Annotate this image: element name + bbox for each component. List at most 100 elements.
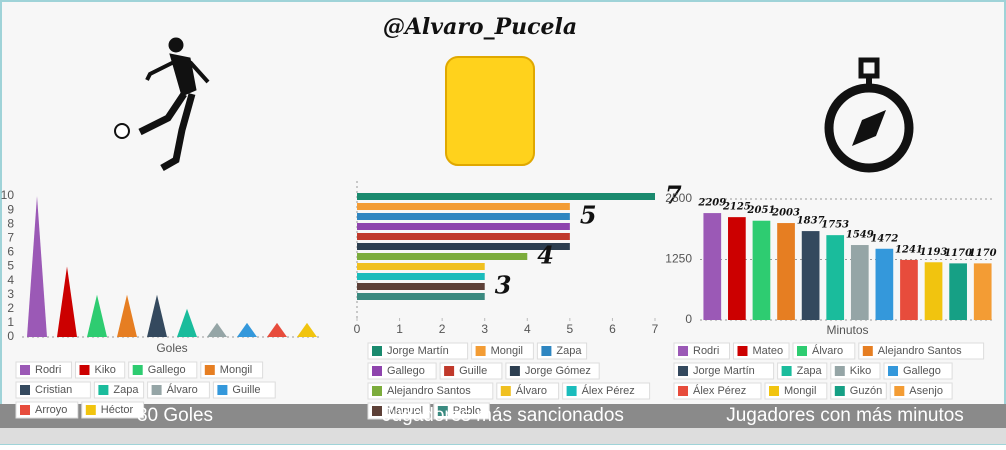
legend-label: Rodri bbox=[35, 364, 61, 376]
legend-label: Héctor bbox=[101, 404, 134, 416]
card-icon bbox=[445, 56, 535, 166]
footer-strip bbox=[0, 428, 1006, 444]
legend-box bbox=[673, 362, 775, 380]
legend-swatch bbox=[372, 406, 382, 416]
bar bbox=[357, 293, 485, 300]
legend-box bbox=[15, 381, 91, 399]
legend-swatch bbox=[834, 366, 845, 376]
x-axis-label: Minutos bbox=[826, 323, 868, 337]
bar bbox=[826, 235, 845, 320]
chart-title: 30 Goles bbox=[137, 405, 213, 426]
x-tick-label: 3 bbox=[481, 322, 488, 336]
legend-label: Mongil bbox=[220, 364, 252, 376]
legend-label: Álvaro bbox=[812, 344, 843, 357]
legend-label: Álvaro bbox=[516, 384, 547, 397]
legend-swatch bbox=[372, 386, 382, 396]
legend-label: Alejandro Santos bbox=[387, 385, 471, 397]
legend-label: Álex Pérez bbox=[582, 384, 635, 397]
legend-box bbox=[367, 362, 437, 380]
legend-label: Zapa bbox=[797, 365, 823, 377]
legend-box bbox=[883, 362, 953, 380]
legend-box bbox=[858, 342, 985, 360]
legend-box bbox=[15, 401, 79, 419]
legend-swatch bbox=[678, 366, 688, 376]
y-tick-label: 3 bbox=[7, 287, 14, 301]
bar bbox=[207, 322, 227, 337]
legend-box bbox=[439, 362, 503, 380]
y-tick-label: 7 bbox=[7, 230, 14, 244]
legend-swatch bbox=[372, 346, 382, 356]
legend-box bbox=[505, 362, 600, 380]
legend-label: Jorge Martín bbox=[693, 365, 755, 377]
legend-swatch bbox=[500, 386, 511, 396]
legend-swatch bbox=[79, 365, 90, 375]
legend-swatch bbox=[20, 365, 30, 375]
legend-label: Gallego bbox=[387, 365, 425, 377]
legend-box bbox=[764, 382, 828, 400]
legend-swatch bbox=[20, 385, 30, 395]
legend-label: Guille bbox=[459, 365, 487, 377]
x-tick-label: 7 bbox=[652, 322, 659, 336]
legend-box bbox=[128, 361, 198, 379]
bar bbox=[177, 308, 197, 337]
data-label: 1193 bbox=[920, 247, 948, 258]
bar bbox=[87, 294, 107, 337]
y-tick-label: 2 bbox=[7, 301, 14, 315]
bar bbox=[850, 245, 869, 320]
legend-label: Alejandro Santos bbox=[878, 345, 962, 357]
bar bbox=[267, 322, 287, 337]
bar bbox=[357, 273, 485, 280]
data-label: 2003 bbox=[771, 208, 800, 219]
data-label: 3 bbox=[495, 271, 512, 300]
legend-swatch bbox=[678, 346, 688, 356]
legend-label: Arroyo bbox=[35, 404, 67, 416]
legend-swatch bbox=[151, 385, 162, 395]
y-tick-label: 9 bbox=[7, 202, 14, 216]
legend-label: Álex Pérez bbox=[693, 384, 746, 397]
legend-swatch bbox=[797, 346, 807, 356]
header-title: @Alvaro_Pucela bbox=[383, 14, 577, 40]
bar bbox=[357, 223, 570, 230]
legend-label: Gallego bbox=[903, 365, 941, 377]
legend-label: Mongil bbox=[491, 345, 523, 357]
x-tick-label: 4 bbox=[524, 322, 531, 336]
legend-box bbox=[496, 382, 560, 400]
data-label: 2051 bbox=[747, 205, 776, 216]
bar bbox=[357, 203, 570, 210]
stopwatch-icon bbox=[824, 57, 914, 173]
legend-box bbox=[147, 381, 210, 399]
legend-label: Mateo bbox=[753, 345, 784, 357]
bar bbox=[357, 213, 570, 220]
legend-swatch bbox=[834, 386, 845, 396]
bar bbox=[357, 253, 528, 260]
bar bbox=[357, 243, 570, 250]
legend-swatch bbox=[372, 366, 382, 376]
data-label: 5 bbox=[580, 201, 597, 230]
legend-label: Jorge Martín bbox=[387, 345, 449, 357]
bar bbox=[949, 263, 967, 320]
data-label: 1170 bbox=[944, 248, 972, 259]
chart-title: Jugadores con más minutos bbox=[726, 405, 964, 426]
bar bbox=[237, 322, 257, 337]
data-label: 1753 bbox=[821, 220, 849, 231]
y-tick-label: 1250 bbox=[665, 252, 692, 266]
footer-bar bbox=[0, 404, 1006, 428]
bar bbox=[27, 196, 47, 337]
legend-swatch bbox=[737, 346, 748, 356]
bar bbox=[777, 223, 795, 320]
legend-swatch bbox=[20, 405, 30, 415]
bar bbox=[57, 266, 77, 337]
legend-label: Cristian bbox=[35, 384, 72, 396]
legend-box bbox=[673, 382, 762, 400]
y-tick-label: 6 bbox=[7, 245, 14, 259]
bar bbox=[117, 294, 137, 337]
legend-swatch bbox=[509, 366, 520, 376]
legend-swatch bbox=[475, 346, 486, 356]
legend-swatch bbox=[217, 385, 228, 395]
x-tick-label: 0 bbox=[354, 322, 361, 336]
legend-swatch bbox=[541, 346, 552, 356]
bar bbox=[752, 220, 771, 320]
y-tick-label: 8 bbox=[7, 216, 14, 230]
legend-box bbox=[471, 342, 534, 360]
legend-box bbox=[792, 342, 856, 360]
